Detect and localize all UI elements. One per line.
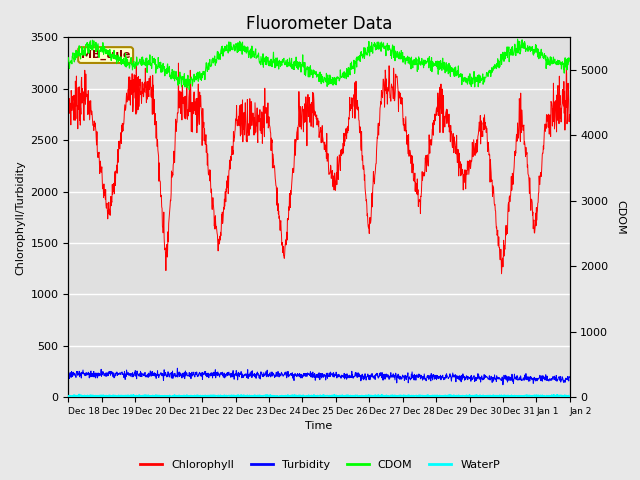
Y-axis label: CDOM: CDOM [615, 200, 625, 235]
Y-axis label: Chlorophyll/Turbidity: Chlorophyll/Turbidity [15, 160, 25, 275]
X-axis label: Time: Time [305, 421, 333, 432]
Text: MB_tule: MB_tule [81, 50, 131, 60]
Legend: Chlorophyll, Turbidity, CDOM, WaterP: Chlorophyll, Turbidity, CDOM, WaterP [136, 456, 504, 474]
Title: Fluorometer Data: Fluorometer Data [246, 15, 392, 33]
